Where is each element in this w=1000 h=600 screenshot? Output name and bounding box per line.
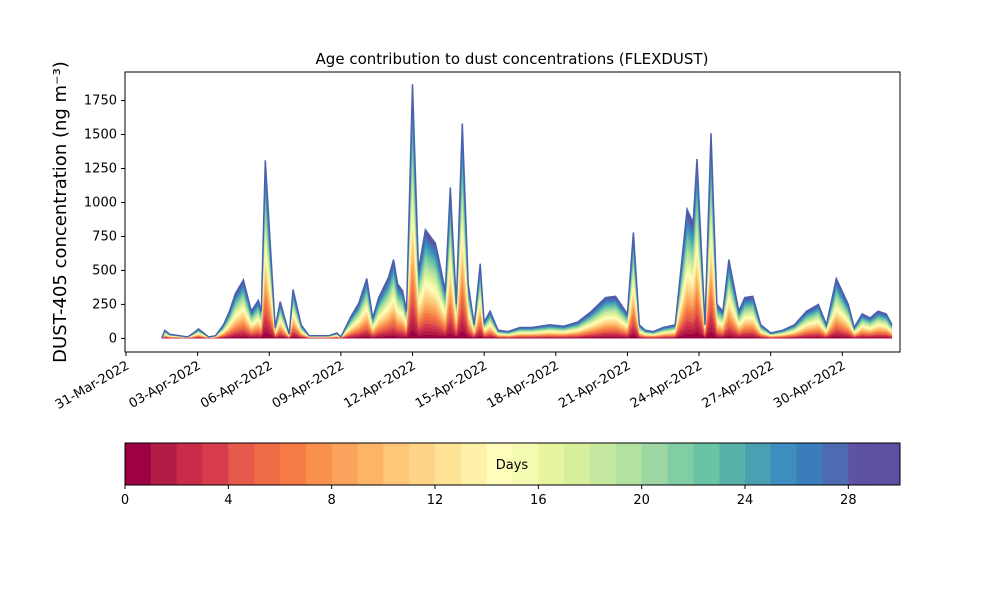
colorbar-segment bbox=[745, 443, 772, 485]
y-axis-label-text: DUST-405 concentration (ng m⁻³) bbox=[50, 61, 71, 363]
colorbar-segment bbox=[667, 443, 694, 485]
colorbar-segment bbox=[460, 443, 488, 485]
x-tick-label: 18-Apr-2022 bbox=[485, 358, 562, 411]
area-layer bbox=[161, 84, 893, 339]
y-tick-label: 1750 bbox=[84, 94, 117, 109]
y-tick-label: 1500 bbox=[84, 128, 117, 143]
y-tick-label: 500 bbox=[92, 263, 117, 278]
colorbar-segment bbox=[770, 443, 798, 485]
colorbar-segment bbox=[150, 443, 178, 485]
x-tick-label: 27-Apr-2022 bbox=[700, 358, 777, 411]
x-tick-label: 15-Apr-2022 bbox=[413, 358, 490, 411]
colorbar-segment bbox=[693, 443, 720, 485]
colorbar-segment bbox=[305, 443, 333, 485]
y-tick-label: 0 bbox=[109, 331, 117, 346]
y-tick-label: 250 bbox=[92, 297, 117, 312]
colorbar-segment bbox=[202, 443, 229, 485]
colorbar-segment bbox=[176, 443, 203, 485]
colorbar-segment bbox=[796, 443, 823, 485]
colorbar-segment bbox=[719, 443, 746, 485]
colorbar-segment bbox=[486, 443, 513, 485]
y-axis-label: DUST-405 concentration (ng m⁻³) bbox=[50, 61, 71, 363]
colorbar-segment bbox=[538, 443, 565, 485]
colorbar-segment bbox=[512, 443, 539, 485]
colorbar-tick-label: 12 bbox=[427, 493, 444, 508]
x-tick-label: 24-Apr-2022 bbox=[628, 358, 705, 411]
colorbar-segment bbox=[383, 443, 410, 485]
chart-title: Age contribution to dust concentrations … bbox=[316, 50, 709, 68]
colorbar-tick-label: 20 bbox=[633, 493, 650, 508]
colorbar-tick-label: 4 bbox=[224, 493, 232, 508]
plot-area-frame bbox=[124, 71, 901, 353]
colorbar-segment bbox=[435, 443, 462, 485]
colorbar: 0 4 8 12 16 20 24 28 bbox=[121, 443, 901, 508]
colorbar-tick-label: 8 bbox=[328, 493, 336, 508]
colorbar-segment bbox=[641, 443, 668, 485]
colorbar-segment bbox=[280, 443, 307, 485]
colorbar-segment bbox=[228, 443, 255, 485]
colorbar-tick-label: 24 bbox=[737, 493, 754, 508]
x-tick-label: 06-Apr-2022 bbox=[198, 358, 275, 411]
y-tick-label: 1000 bbox=[84, 195, 117, 210]
y-tick-label: 1250 bbox=[84, 162, 117, 177]
colorbar-segment bbox=[357, 443, 384, 485]
colorbar-segment bbox=[409, 443, 436, 485]
x-tick-label: 30-Apr-2022 bbox=[771, 358, 848, 411]
y-tick-label: 750 bbox=[92, 229, 117, 244]
colorbar-segment bbox=[615, 443, 643, 485]
colorbar-tick-label: 0 bbox=[121, 493, 129, 508]
colorbar-frame bbox=[124, 442, 901, 486]
colorbar-segment bbox=[125, 443, 152, 485]
age-band-area-0 bbox=[161, 329, 893, 339]
colorbar-segment bbox=[874, 443, 901, 485]
colorbar-segment bbox=[254, 443, 281, 485]
x-tick-label: 03-Apr-2022 bbox=[126, 358, 203, 411]
colorbar-segment bbox=[848, 443, 875, 485]
colorbar-segment bbox=[564, 443, 591, 485]
colorbar-tick-label: 28 bbox=[840, 493, 857, 508]
x-tick-label: 09-Apr-2022 bbox=[270, 358, 347, 411]
colorbar-segment bbox=[822, 443, 849, 485]
x-tick-label: 12-Apr-2022 bbox=[341, 358, 418, 411]
colorbar-label: Days bbox=[496, 458, 529, 473]
x-tick-label: 21-Apr-2022 bbox=[556, 358, 633, 411]
colorbar-segment bbox=[590, 443, 617, 485]
colorbar-tick-label: 16 bbox=[530, 493, 547, 508]
colorbar-segment bbox=[331, 443, 358, 485]
total-concentration-line bbox=[161, 84, 893, 339]
x-tick-label: 31-Mar-2022 bbox=[53, 358, 132, 412]
